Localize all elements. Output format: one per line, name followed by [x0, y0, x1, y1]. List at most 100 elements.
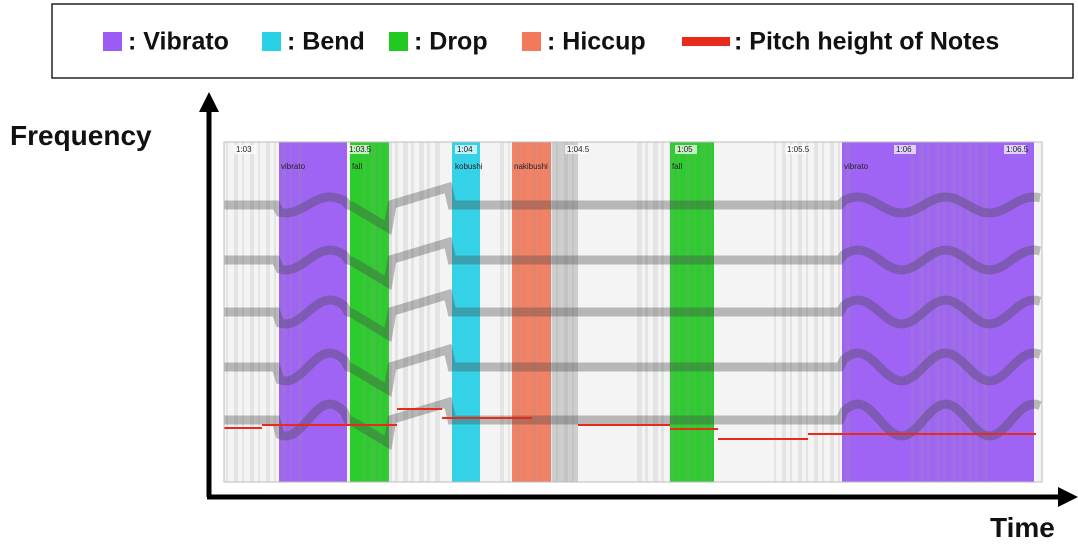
legend-label: : Vibrato: [128, 28, 229, 56]
legend-label: : Hiccup: [547, 28, 646, 56]
spectrogram-streak: [975, 142, 978, 482]
time-mark-bg: [347, 145, 369, 154]
spectrogram-streak: [411, 142, 414, 482]
spectrogram-streak: [266, 142, 270, 482]
spectrogram-streak: [935, 142, 940, 482]
time-mark-bg: [894, 145, 916, 154]
spectrogram-streak: [500, 142, 504, 482]
region-label: vibrato: [844, 162, 869, 171]
time-mark: 1:06: [896, 145, 912, 154]
spectrogram-streak: [693, 142, 696, 482]
spectrogram-streak: [282, 142, 286, 482]
spectrogram-streak: [798, 142, 802, 482]
time-mark: 1:04.5: [567, 145, 590, 154]
spectrogram-streak: [508, 142, 510, 482]
spectrogram-streak: [395, 142, 398, 482]
spectrogram-noise: [552, 142, 578, 482]
time-mark-bg: [565, 145, 587, 154]
spectrogram-streak: [524, 142, 526, 482]
spectrogram-streak: [653, 142, 658, 482]
spectrogram-streak: [701, 142, 706, 482]
spectrogram-streak: [951, 142, 956, 482]
legend-swatch: [522, 32, 541, 51]
spectrogram-streak: [669, 142, 674, 482]
spectrogram-streak: [363, 142, 366, 482]
spectrogram-streak: [927, 142, 930, 482]
spectrogram-streak: [806, 142, 808, 482]
technique-region: [452, 142, 480, 482]
spectrogram-streak: [677, 142, 680, 482]
legend-swatch: [682, 37, 730, 46]
spectrogram-streak: [435, 142, 440, 482]
spectrogram-streak: [846, 142, 850, 482]
spectrogram-streak: [516, 142, 520, 482]
harmonic-band: [224, 288, 1042, 343]
spectrogram-streak: [709, 142, 712, 482]
spectrogram-streak: [790, 142, 792, 482]
spectrogram-streak: [250, 142, 254, 482]
technique-region: [512, 142, 551, 482]
spectrogram-streak: [403, 142, 408, 482]
time-mark: 1:06.5: [1006, 145, 1029, 154]
y-axis-label: Frequency: [10, 120, 152, 151]
legend-label: : Pitch height of Notes: [734, 28, 999, 56]
spectrogram-streak: [387, 142, 392, 482]
spectrogram-streak: [661, 142, 664, 482]
harmonic-band: [224, 236, 1041, 291]
spectrogram-streak: [822, 142, 824, 482]
time-mark: 1:04: [457, 145, 473, 154]
legend-box: [51, 3, 1074, 79]
region-label: vibrato: [281, 162, 306, 171]
spectrogram-streak: [911, 142, 914, 482]
spectrogram-streak: [983, 142, 988, 482]
spectrogram-streak: [371, 142, 376, 482]
time-mark-bg: [675, 145, 697, 154]
region-label: nakibushi: [514, 162, 548, 171]
region-label: fall: [352, 162, 362, 171]
legend-swatch: [103, 32, 122, 51]
spectrogram-streak: [830, 142, 834, 482]
spectrogram: 1:03 1:03.5 1:04 1:04.5 1:05 1:05.5 1:06 1:06.5…: [223, 141, 1043, 483]
spectrogram-streak: [419, 142, 424, 482]
spectrogram-streak: [298, 142, 302, 482]
x-axis-label: Time: [990, 512, 1055, 543]
time-mark: 1:05: [677, 145, 693, 154]
x-arrow: [1058, 487, 1078, 507]
spectrogram-streak: [564, 142, 568, 482]
time-mark-bg: [785, 145, 807, 154]
spectrogram-streak: [548, 142, 552, 482]
spectrogram-streak: [540, 142, 542, 482]
legend-swatch: [389, 32, 408, 51]
legend-label: : Bend: [287, 28, 365, 56]
spectrogram-streak: [967, 142, 972, 482]
spectrogram-streak: [427, 142, 430, 482]
time-mark-bg: [234, 145, 256, 154]
spectrogram-streak: [226, 142, 228, 482]
spectrogram-streak: [645, 142, 648, 482]
spectrogram-streak: [782, 142, 786, 482]
spectrogram-streak: [532, 142, 536, 482]
spectrogram-streak: [838, 142, 840, 482]
spectrogram-streak: [943, 142, 946, 482]
spectrogram-streak: [274, 142, 276, 482]
time-mark: 1:05.5: [787, 145, 810, 154]
spectrogram-streak: [290, 142, 292, 482]
region-label: fall: [672, 162, 682, 171]
time-mark: 1:03: [236, 145, 252, 154]
spectrogram-streak: [379, 142, 382, 482]
time-mark-bg: [1004, 145, 1026, 154]
time-mark: 1:03.5: [349, 145, 372, 154]
spectrogram-streak: [572, 142, 574, 482]
spectrogram-streak: [637, 142, 642, 482]
legend-swatch: [262, 32, 281, 51]
harmonic-band: [224, 343, 1042, 398]
spectrogram-streak: [685, 142, 690, 482]
spectrogram-streak: [774, 142, 776, 482]
harmonic-band: [224, 181, 1041, 236]
spectrogram-frame: [223, 141, 1043, 483]
spectrogram-streak: [556, 142, 558, 482]
time-mark-bg: [455, 145, 477, 154]
technique-region: [670, 142, 714, 482]
